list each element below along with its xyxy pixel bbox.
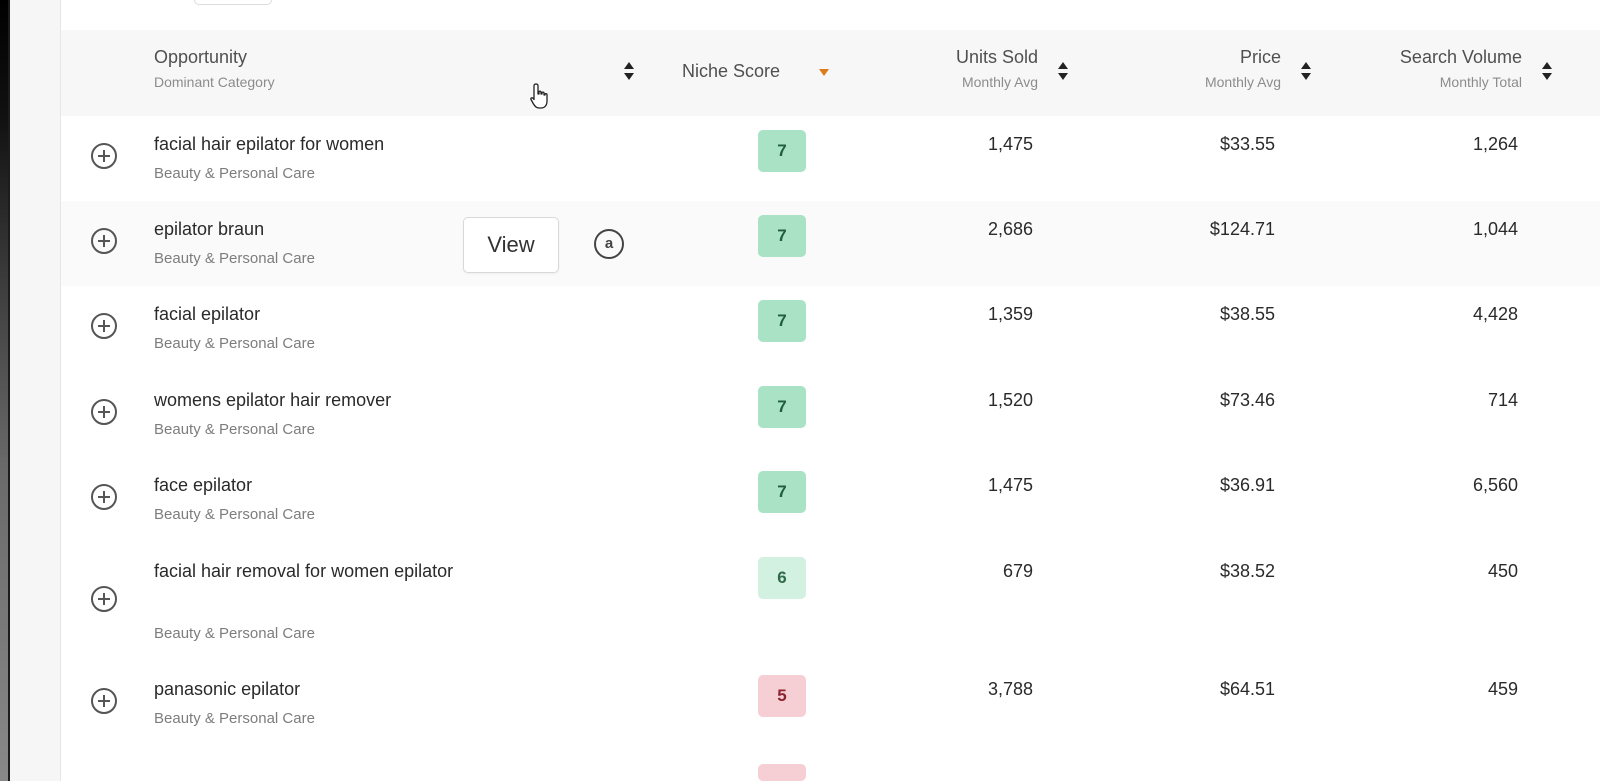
dominant-category: Beauty & Personal Care <box>154 335 315 352</box>
column-sublabel: Monthly Avg <box>961 74 1038 90</box>
column-header-price[interactable]: Price Monthly Avg <box>1141 47 1281 90</box>
opportunity-name: facial hair epilator for women <box>154 134 385 154</box>
amazon-icon[interactable]: a <box>594 229 624 259</box>
dominant-category: Beauty & Personal Care <box>154 710 315 727</box>
dominant-category: Beauty & Personal Care <box>154 250 315 267</box>
table-row[interactable]: face epilator Beauty & Personal Care 7 1… <box>61 457 1600 544</box>
units-sold: 1,475 <box>987 134 1033 154</box>
dominant-category: Beauty & Personal Care <box>154 421 315 438</box>
search-volume: 450 <box>1487 561 1518 581</box>
dominant-category: Beauty & Personal Care <box>154 625 315 642</box>
column-label: Search Volume <box>1399 47 1522 67</box>
column-header-units-sold[interactable]: Units Sold Monthly Avg <box>898 47 1038 90</box>
dominant-category: Beauty & Personal Care <box>154 165 315 182</box>
niche-score-badge: 5 <box>758 675 806 717</box>
price: $38.52 <box>1219 561 1275 581</box>
search-volume: 4,428 <box>1472 304 1518 324</box>
niche-score-badge: 7 <box>758 300 806 342</box>
column-label: Units Sold <box>955 47 1038 67</box>
dominant-category: Beauty & Personal Care <box>154 506 315 523</box>
units-sold: 2,686 <box>987 219 1033 239</box>
sort-units-sold-icon[interactable] <box>1058 61 1068 81</box>
niche-score-badge: 7 <box>758 471 806 513</box>
search-volume: 1,264 <box>1472 134 1518 154</box>
search-volume: 459 <box>1487 679 1518 699</box>
opportunities-table: Opportunity Dominant Category Niche Scor… <box>60 0 1600 781</box>
expand-row-icon[interactable] <box>91 313 117 339</box>
price: $124.71 <box>1209 219 1275 239</box>
opportunity-name: face epilator <box>154 475 253 495</box>
column-header-search-volume[interactable]: Search Volume Monthly Total <box>1342 47 1522 90</box>
table-row[interactable]: facial epilator Beauty & Personal Care 7… <box>61 286 1600 373</box>
expand-row-icon[interactable] <box>91 228 117 254</box>
opportunity-name: epilator braun <box>154 219 265 239</box>
search-volume: 714 <box>1487 390 1518 410</box>
hand-cursor-icon <box>530 83 548 109</box>
price: $33.55 <box>1219 134 1275 154</box>
page-background: Opportunity Dominant Category Niche Scor… <box>10 0 1600 781</box>
units-sold: 1,475 <box>987 475 1033 495</box>
column-sublabel: Monthly Avg <box>1204 74 1281 90</box>
expand-row-icon[interactable] <box>91 688 117 714</box>
price: $73.46 <box>1219 390 1275 410</box>
column-header-opportunity: Opportunity Dominant Category <box>154 47 275 90</box>
units-sold: 679 <box>1002 561 1033 581</box>
expand-row-icon[interactable] <box>91 399 117 425</box>
units-sold: 3,788 <box>987 679 1033 699</box>
sort-desc-active-icon[interactable] <box>819 69 829 76</box>
niche-score-badge: 6 <box>758 557 806 599</box>
table-row[interactable]: epilator braun Beauty & Personal Care Vi… <box>61 201 1600 287</box>
price: $64.51 <box>1219 679 1275 699</box>
units-sold: 1,359 <box>987 304 1033 324</box>
column-label: Niche Score <box>682 61 781 81</box>
table-row[interactable]: womens epilator hair remover Beauty & Pe… <box>61 372 1600 458</box>
niche-score-badge: 7 <box>758 386 806 428</box>
search-volume: 6,560 <box>1472 475 1518 495</box>
search-volume: 1,044 <box>1472 219 1518 239</box>
toolbar-control[interactable] <box>194 0 272 5</box>
opportunity-name: womens epilator hair remover <box>154 390 392 410</box>
table-row-partial[interactable] <box>61 760 1600 781</box>
price: $36.91 <box>1219 475 1275 495</box>
units-sold: 1,520 <box>987 390 1033 410</box>
table-row[interactable]: facial hair removal for women epilator B… <box>61 543 1600 663</box>
price: $38.55 <box>1219 304 1275 324</box>
opportunity-name: panasonic epilator <box>154 679 301 699</box>
sort-price-icon[interactable] <box>1301 61 1311 81</box>
sort-search-volume-icon[interactable] <box>1542 61 1552 81</box>
column-header-niche-score[interactable]: Niche Score <box>682 61 780 82</box>
column-label: Opportunity <box>154 47 248 67</box>
niche-score-badge: 7 <box>758 130 806 172</box>
column-sublabel: Dominant Category <box>154 74 275 90</box>
opportunity-name: facial epilator <box>154 304 261 324</box>
opportunity-name: facial hair removal for women epilator <box>154 561 454 581</box>
column-label: Price <box>1239 47 1281 67</box>
window-edge <box>0 0 8 781</box>
expand-row-icon[interactable] <box>91 143 117 169</box>
sort-opportunity-icon[interactable] <box>624 61 634 81</box>
niche-score-badge: 7 <box>758 215 806 257</box>
niche-score-badge <box>758 764 806 781</box>
view-button[interactable]: View <box>463 217 559 273</box>
table-row[interactable]: facial hair epilator for women Beauty & … <box>61 116 1600 202</box>
column-sublabel: Monthly Total <box>1439 74 1522 90</box>
expand-row-icon[interactable] <box>91 484 117 510</box>
table-row[interactable]: panasonic epilator Beauty & Personal Car… <box>61 662 1600 761</box>
expand-row-icon[interactable] <box>91 586 117 612</box>
toolbar-strip <box>61 0 1600 31</box>
table-header: Opportunity Dominant Category Niche Scor… <box>61 30 1600 117</box>
